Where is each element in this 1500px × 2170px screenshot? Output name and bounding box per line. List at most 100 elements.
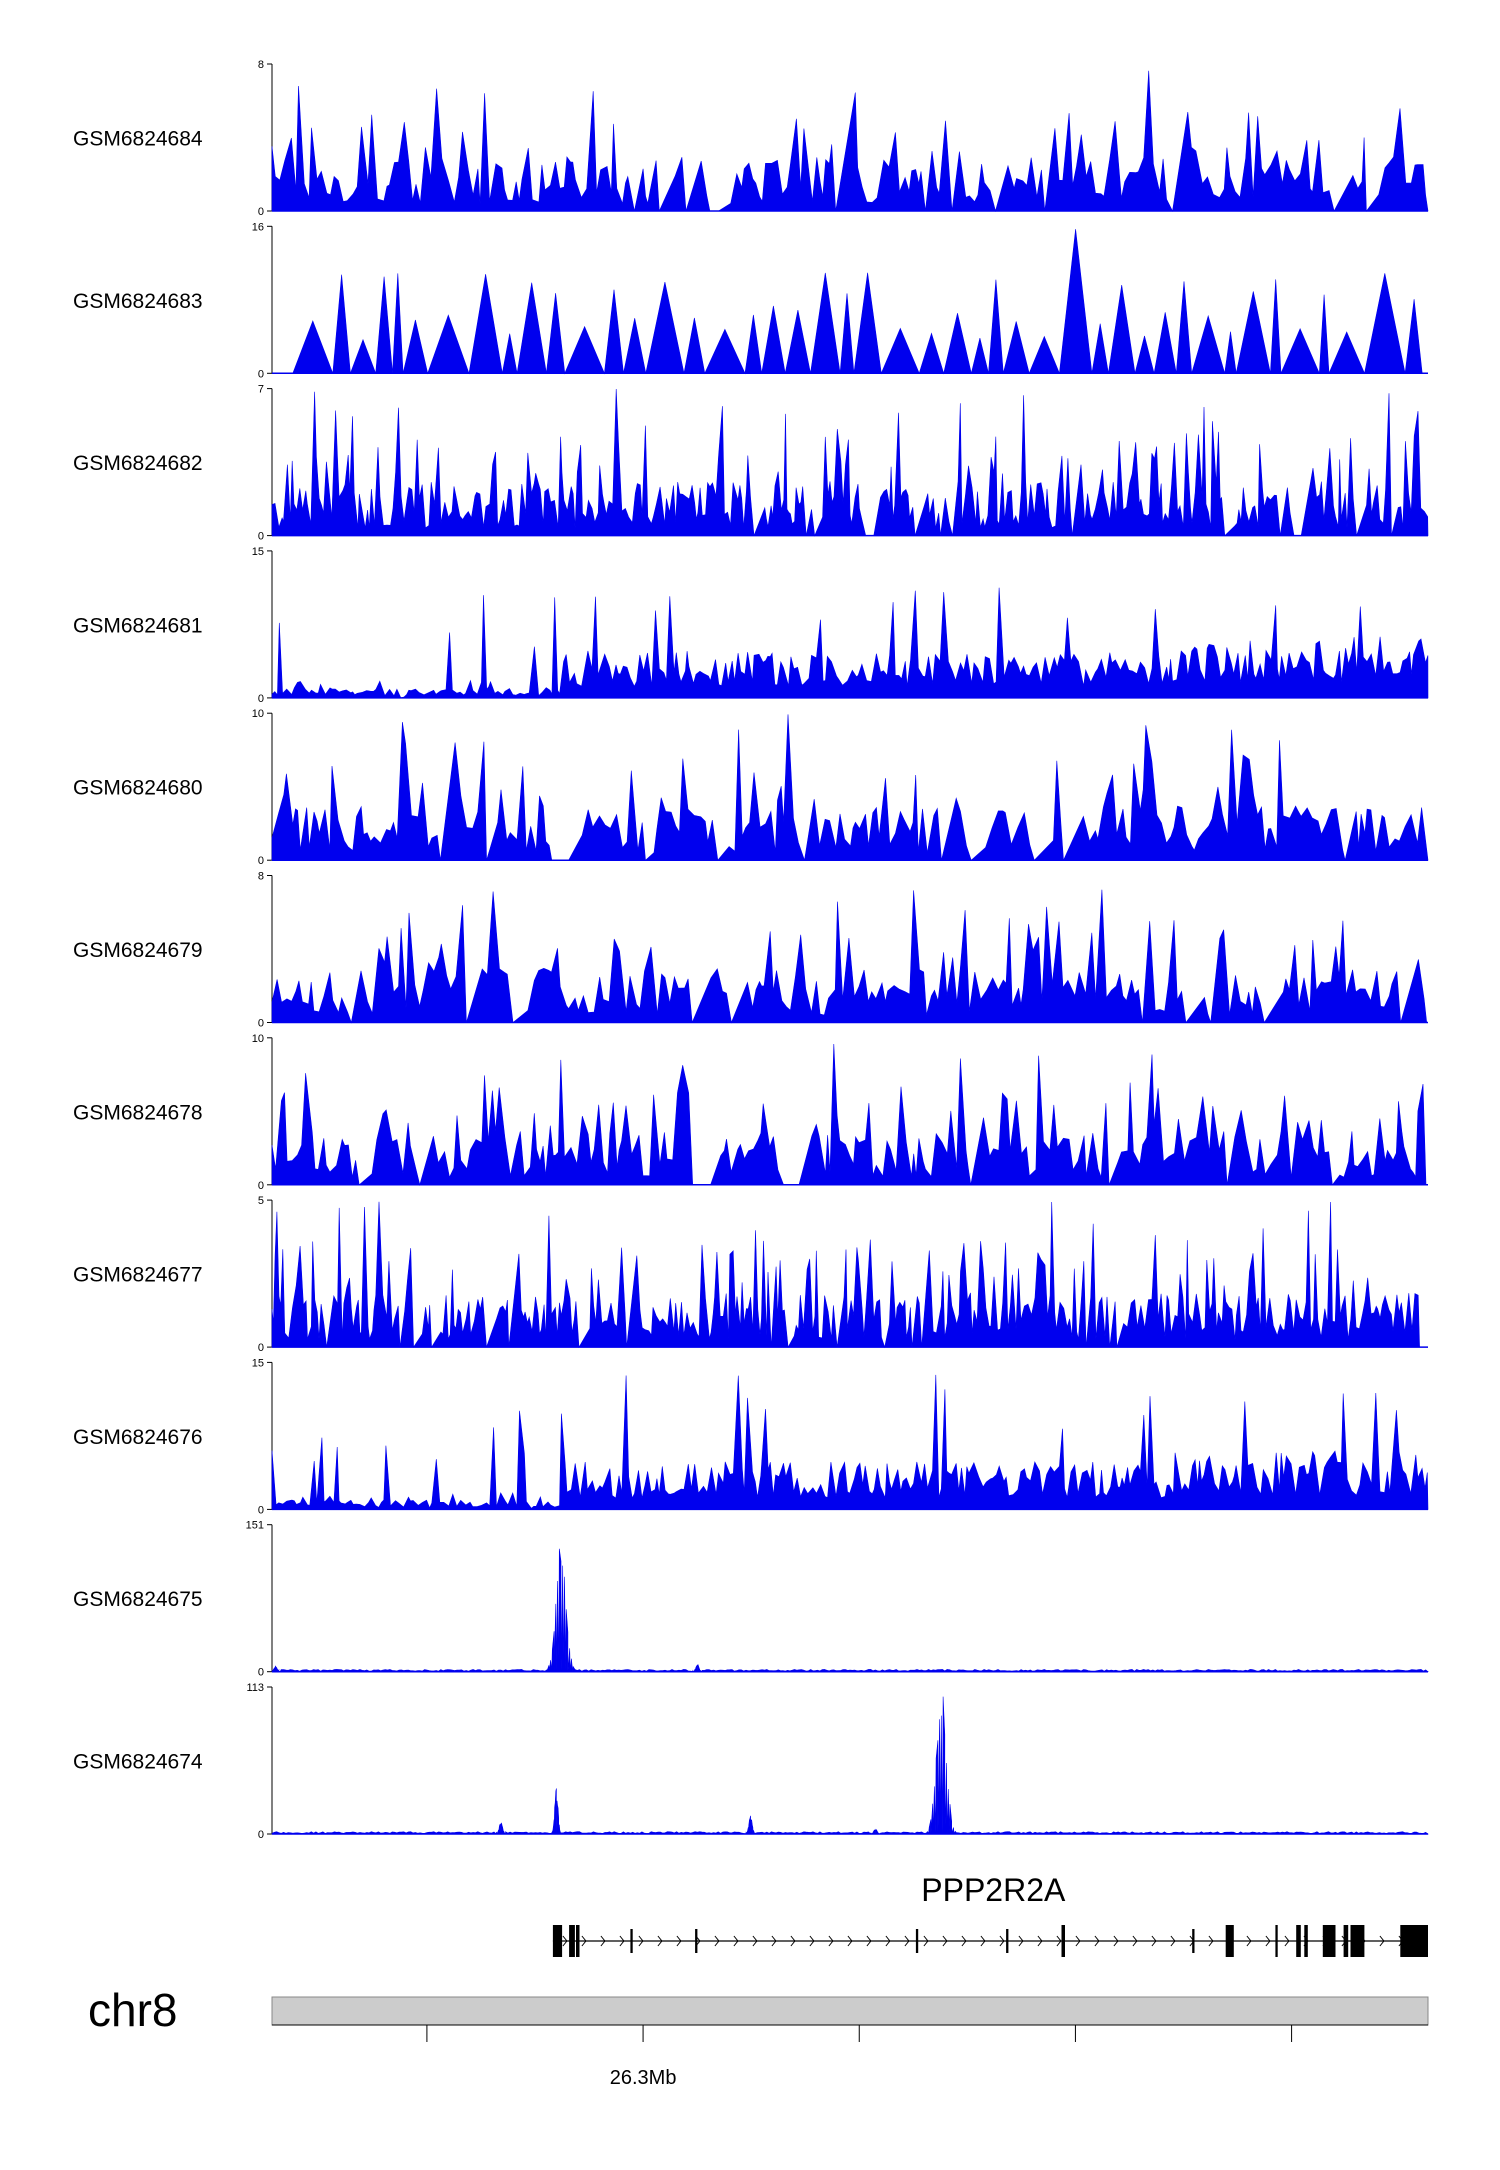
y-min-label: 0 — [258, 531, 264, 543]
strand-arrow — [714, 1935, 720, 1947]
strand-arrow — [1113, 1935, 1119, 1947]
track-label: GSM6824684 — [73, 128, 203, 151]
track-GSM6824683: GSM6824683 16 0 — [73, 221, 1428, 380]
strand-arrow — [771, 1935, 777, 1947]
track-GSM6824680: GSM6824680 10 0 — [73, 708, 1429, 867]
signal-area — [271, 388, 1429, 537]
y-max-label: 15 — [252, 546, 264, 558]
track-label: GSM6824682 — [73, 452, 203, 475]
track-GSM6824676: GSM6824676 15 0 — [73, 1357, 1429, 1516]
track-label: GSM6824676 — [73, 1426, 203, 1449]
axis-tick-label: 26.3Mb — [610, 2067, 677, 2089]
exon — [576, 1925, 580, 1957]
track-GSM6824677: GSM6824677 5 0 — [73, 1195, 1428, 1354]
exon — [1275, 1925, 1278, 1957]
strand-arrow — [809, 1935, 815, 1947]
y-max-label: 151 — [246, 1520, 264, 1532]
strand-arrow — [1284, 1935, 1290, 1947]
strand-arrow — [1379, 1935, 1385, 1947]
y-min-label: 0 — [258, 368, 264, 380]
track-GSM6824684: GSM6824684 8 0 — [73, 59, 1429, 218]
strand-arrow — [1151, 1935, 1157, 1947]
chromosome-label: chr8 — [88, 1984, 177, 2036]
strand-arrow — [923, 1935, 929, 1947]
y-max-label: 10 — [252, 708, 264, 720]
y-min-label: 0 — [258, 1180, 264, 1192]
strand-arrow — [562, 1935, 568, 1947]
y-max-label: 8 — [258, 59, 264, 71]
strand-arrow — [1132, 1935, 1138, 1947]
strand-arrow — [904, 1935, 910, 1947]
exon — [1006, 1929, 1009, 1953]
signal-area — [271, 70, 1429, 213]
strand-arrow — [1037, 1935, 1043, 1947]
y-max-label: 8 — [258, 871, 264, 883]
y-max-label: 7 — [258, 384, 264, 396]
exon — [1304, 1925, 1308, 1957]
signal-area — [271, 1043, 1428, 1186]
strand-arrow — [676, 1935, 682, 1947]
track-GSM6824679: GSM6824679 8 0 — [73, 871, 1428, 1030]
y-min-label: 0 — [258, 1829, 264, 1841]
gene-track: PPP2R2A — [552, 1872, 1428, 1957]
strand-arrow — [961, 1935, 967, 1947]
exon — [630, 1929, 633, 1953]
y-max-label: 10 — [252, 1033, 264, 1045]
track-GSM6824674: GSM6824674 113 0 — [73, 1682, 1429, 1841]
exon — [1225, 1925, 1234, 1957]
strand-arrow — [657, 1935, 663, 1947]
strand-arrow — [1094, 1935, 1100, 1947]
gene-name: PPP2R2A — [921, 1872, 1066, 1908]
signal-area — [271, 1374, 1429, 1510]
track-label: GSM6824679 — [73, 939, 203, 962]
signal-area — [271, 1548, 1429, 1673]
chromosome-ideogram: chr8 26.3Mb — [88, 1984, 1429, 2089]
strand-arrow — [1056, 1935, 1062, 1947]
track-label: GSM6824675 — [73, 1588, 203, 1611]
signal-area — [271, 714, 1429, 861]
strand-arrow — [619, 1935, 625, 1947]
exon — [1296, 1925, 1301, 1957]
strand-arrow — [866, 1935, 872, 1947]
strand-arrow — [790, 1935, 796, 1947]
track-label: GSM6824683 — [73, 290, 203, 313]
strand-arrow — [942, 1935, 948, 1947]
strand-arrow — [752, 1935, 758, 1947]
signal-tracks: GSM682468480GSM6824683160GSM682468270GSM… — [73, 59, 1429, 1841]
exon — [1400, 1925, 1428, 1957]
track-label: GSM6824680 — [73, 777, 203, 800]
track-GSM6824681: GSM6824681 15 0 — [73, 546, 1429, 705]
strand-arrow — [1075, 1935, 1081, 1947]
strand-arrow — [638, 1935, 644, 1947]
y-max-label: 15 — [252, 1357, 264, 1369]
signal-area — [271, 1696, 1429, 1835]
track-GSM6824678: GSM6824678 10 0 — [73, 1033, 1428, 1192]
strand-arrow — [600, 1935, 606, 1947]
strand-arrow — [828, 1935, 834, 1947]
exon — [1350, 1925, 1365, 1957]
strand-arrow — [885, 1935, 891, 1947]
y-min-label: 0 — [258, 206, 264, 218]
track-GSM6824675: GSM6824675 151 0 — [73, 1520, 1429, 1679]
y-min-label: 0 — [258, 855, 264, 867]
strand-arrow — [999, 1935, 1005, 1947]
y-max-label: 16 — [252, 221, 264, 233]
strand-arrow — [1246, 1935, 1252, 1947]
signal-area — [271, 1201, 1428, 1349]
exon — [915, 1929, 919, 1953]
y-max-label: 5 — [258, 1195, 264, 1207]
y-min-label: 0 — [258, 1342, 264, 1354]
track-label: GSM6824674 — [73, 1751, 203, 1774]
track-GSM6824682: GSM6824682 7 0 — [73, 384, 1429, 543]
strand-arrow — [733, 1935, 739, 1947]
signal-area — [271, 889, 1428, 1024]
y-min-label: 0 — [258, 1018, 264, 1030]
strand-arrow — [980, 1935, 986, 1947]
exon — [569, 1925, 575, 1957]
exon — [1343, 1925, 1349, 1957]
y-min-label: 0 — [258, 1667, 264, 1679]
strand-arrow — [1018, 1935, 1024, 1947]
exon — [1061, 1925, 1065, 1957]
strand-arrow — [1170, 1935, 1176, 1947]
